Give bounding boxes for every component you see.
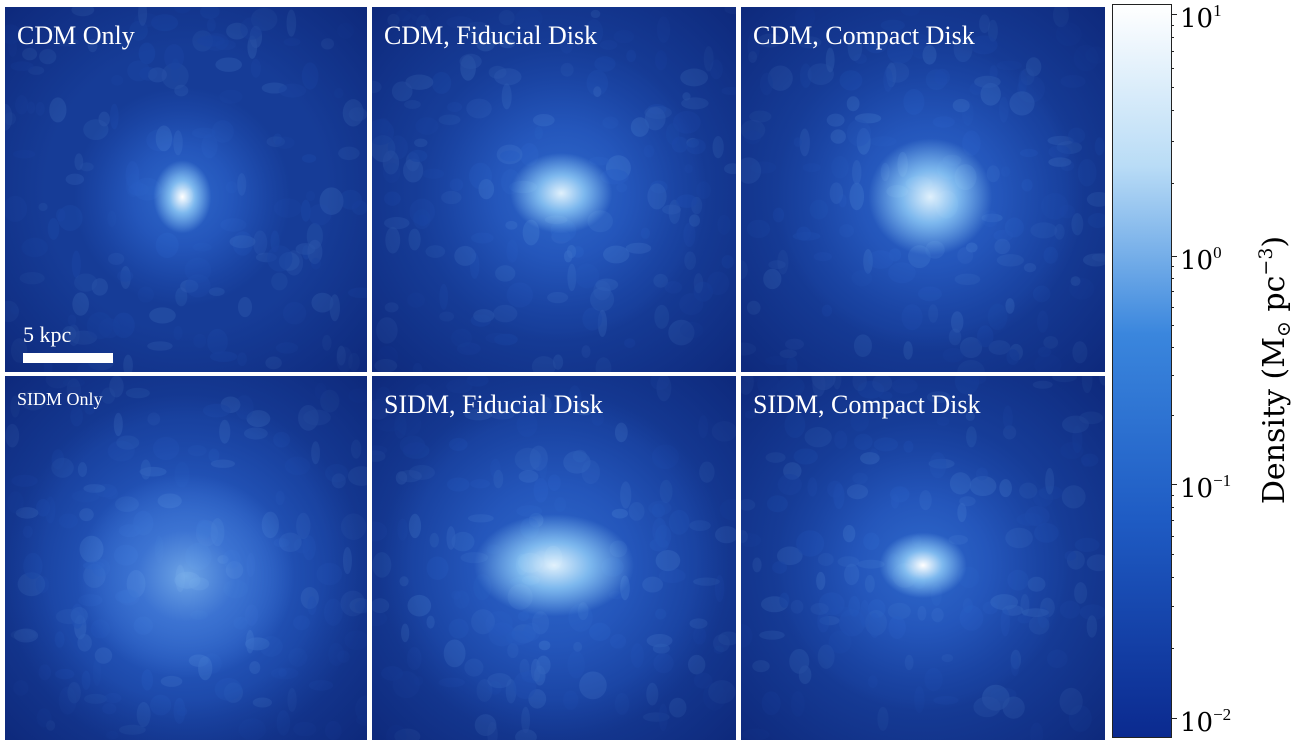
- colorbar-minor-tick: [1171, 110, 1174, 111]
- noise-texture: [5, 7, 367, 372]
- density-map: [372, 7, 736, 372]
- scalebar: [23, 353, 113, 363]
- colorbar-minor-tick: [1171, 577, 1174, 578]
- colorbar-minor-tick: [1171, 520, 1174, 521]
- colorbar-tick-label: 101: [1180, 1, 1222, 34]
- colorbar-minor-tick: [1171, 648, 1174, 649]
- colorbar-minor-tick: [1171, 291, 1174, 292]
- colorbar-minor-tick: [1171, 415, 1174, 416]
- colorbar-minor-tick: [1171, 325, 1174, 326]
- colorbar-title: Density (M⊙ pc−3): [1255, 235, 1295, 505]
- noise-texture: [741, 7, 1105, 372]
- colorbar-tick: [1171, 718, 1177, 719]
- colorbar-minor-tick: [1171, 87, 1174, 88]
- panel-sidm-only: SIDM Only: [5, 376, 367, 740]
- colorbar-minor-tick: [1171, 606, 1174, 607]
- noise-texture: [5, 376, 367, 740]
- colorbar-minor-tick: [1171, 375, 1174, 376]
- colorbar-minor-tick: [1171, 554, 1174, 555]
- noise-texture: [741, 376, 1105, 740]
- colorbar-tick-label: 10−2: [1180, 705, 1232, 738]
- colorbar-minor-tick: [1171, 507, 1174, 508]
- panel-cdm-fiducial-disk: CDM, Fiducial Disk: [372, 7, 736, 372]
- colorbar-minor-tick: [1171, 68, 1174, 69]
- colorbar-minor-tick: [1171, 347, 1174, 348]
- panel-label: SIDM, Compact Disk: [753, 390, 981, 419]
- colorbar-tick: [1171, 256, 1177, 257]
- noise-texture: [372, 7, 736, 372]
- panel-cdm-compact-disk: CDM, Compact Disk: [741, 7, 1105, 372]
- panel-sidm-compact-disk: SIDM, Compact Disk: [741, 376, 1105, 740]
- panel-label: CDM Only: [17, 21, 135, 50]
- colorbar-minor-tick: [1171, 141, 1174, 142]
- panel-label: SIDM, Fiducial Disk: [384, 390, 603, 419]
- colorbar-tick-label: 100: [1180, 243, 1222, 276]
- colorbar-tick: [1171, 14, 1177, 15]
- colorbar-tick-label: 10−1: [1180, 471, 1232, 504]
- panel-label: CDM, Fiducial Disk: [384, 21, 598, 50]
- colorbar-minor-tick: [1171, 25, 1174, 26]
- colorbar-minor-tick: [1171, 495, 1174, 496]
- noise-texture: [372, 376, 736, 740]
- scalebar-label: 5 kpc: [23, 322, 72, 347]
- panel-sidm-fiducial-disk: SIDM, Fiducial Disk: [372, 376, 736, 740]
- colorbar: [1112, 4, 1172, 738]
- colorbar-minor-tick: [1171, 536, 1174, 537]
- colorbar-minor-tick: [1171, 278, 1174, 279]
- colorbar-minor-tick: [1171, 266, 1174, 267]
- panel-label: CDM, Compact Disk: [753, 21, 975, 50]
- colorbar-minor-tick: [1171, 51, 1174, 52]
- panel-cdm-only: CDM Only 5 kpc: [5, 7, 367, 372]
- panel-label: SIDM Only: [17, 389, 103, 409]
- colorbar-minor-tick: [1171, 183, 1174, 184]
- colorbar-minor-tick: [1171, 307, 1174, 308]
- colorbar-tick: [1171, 484, 1177, 485]
- colorbar-minor-tick: [1171, 37, 1174, 38]
